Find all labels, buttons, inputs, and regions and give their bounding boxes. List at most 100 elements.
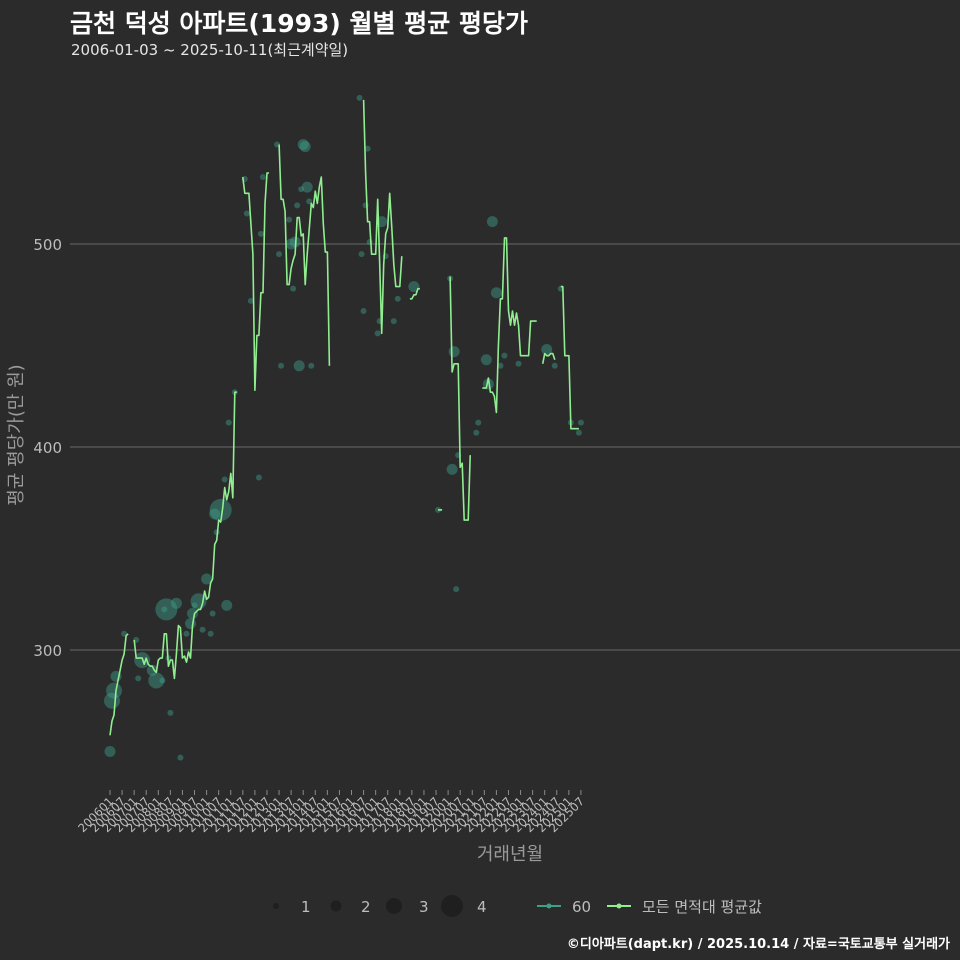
legend-size-key (441, 895, 463, 917)
data-point (575, 429, 582, 436)
y-axis-label: 평균 평당가(만 원) (6, 364, 27, 505)
data-point (257, 230, 264, 237)
average-line-segment (482, 237, 537, 414)
data-point (259, 174, 266, 181)
data-point (577, 419, 584, 426)
y-tick-label: 400 (33, 439, 62, 457)
data-point (167, 709, 174, 716)
x-axis-ticks: 2006012006072007012007072008012008072009… (75, 790, 587, 835)
data-point (285, 238, 297, 250)
data-point (446, 463, 458, 475)
average-line-segment (109, 633, 129, 736)
legend-size-key (273, 903, 279, 909)
data-point (358, 251, 365, 258)
gridlines (70, 243, 960, 651)
legend-size-label: 3 (419, 898, 429, 916)
average-line (109, 99, 579, 736)
data-point (155, 598, 178, 621)
credit-text: ©디아파트(dapt.kr) / 2025.10.14 / 자료=국토교통부 실… (566, 937, 950, 952)
average-line-segment (449, 276, 471, 521)
data-point (515, 360, 522, 367)
y-tick-label: 500 (33, 236, 62, 254)
legend-series-label: 모든 면적대 평균값 (642, 898, 762, 916)
legend-point-key-avg (616, 903, 622, 909)
data-point (453, 586, 460, 593)
data-point (199, 626, 206, 633)
data-point (278, 362, 285, 369)
data-point (159, 677, 166, 684)
x-axis-label: 거래년월 (477, 844, 543, 865)
data-point (541, 344, 553, 356)
data-point (148, 672, 165, 689)
average-line-segment (409, 287, 420, 300)
data-point (486, 216, 498, 228)
data-point (106, 682, 123, 699)
data-point (408, 281, 420, 293)
data-point (225, 419, 232, 426)
average-line-segment (278, 144, 331, 366)
data-point (104, 746, 116, 757)
legend-point-key-60 (546, 903, 552, 909)
data-point (299, 141, 311, 153)
y-axis-ticks: 300 400 500 (33, 236, 62, 660)
data-point (551, 362, 558, 369)
legend-size-label: 1 (301, 898, 311, 916)
data-point (187, 607, 199, 619)
average-line-segment (242, 172, 269, 391)
legend-size-key (386, 898, 402, 914)
data-point (448, 346, 460, 358)
data-point (297, 139, 309, 151)
data-point (286, 216, 293, 223)
data-point (207, 630, 214, 637)
data-point (294, 202, 301, 209)
data-point (490, 287, 502, 299)
data-point (276, 251, 283, 258)
data-point (170, 597, 182, 609)
legend-size-label: 4 (477, 898, 487, 916)
average-line-segment (560, 285, 579, 430)
data-point (209, 498, 232, 521)
average-line-segment (541, 352, 556, 364)
data-point (185, 618, 196, 630)
data-point (364, 145, 371, 152)
data-point (209, 508, 221, 520)
data-point (183, 630, 190, 637)
data-point (473, 429, 480, 436)
data-point (390, 318, 397, 325)
data-point (497, 362, 504, 369)
data-point (201, 573, 213, 585)
data-point (255, 474, 262, 481)
legend: 1 2 3 4 60 모든 면적대 평균값 (273, 895, 762, 917)
chart-subtitle: 2006-01-03 ~ 2025-10-11(최근계약일) (71, 41, 349, 59)
data-point (360, 307, 367, 314)
data-point (191, 602, 198, 609)
data-point (290, 285, 297, 292)
data-point (221, 476, 228, 483)
data-point (293, 360, 305, 372)
average-line-segment (362, 99, 403, 335)
data-point (394, 295, 401, 302)
data-point (243, 210, 250, 217)
data-point (356, 94, 363, 101)
data-point (480, 354, 492, 366)
data-point (482, 378, 494, 390)
average-line-segment (133, 391, 237, 680)
data-point (247, 297, 254, 304)
data-point (308, 362, 315, 369)
y-tick-label: 300 (33, 642, 62, 660)
chart-title: 금천 덕성 아파트(1993) 월별 평균 평당가 (70, 9, 528, 38)
data-point (146, 664, 158, 676)
data-point (209, 610, 216, 617)
data-point (221, 599, 233, 611)
legend-size-key (330, 900, 342, 912)
data-point (301, 181, 313, 193)
legend-series-label: 60 (572, 898, 591, 916)
data-point (475, 419, 482, 426)
data-point (501, 352, 508, 359)
data-point (298, 186, 305, 193)
data-point (135, 675, 142, 682)
data-point (374, 330, 381, 337)
data-point (161, 606, 168, 613)
data-point (177, 754, 184, 761)
